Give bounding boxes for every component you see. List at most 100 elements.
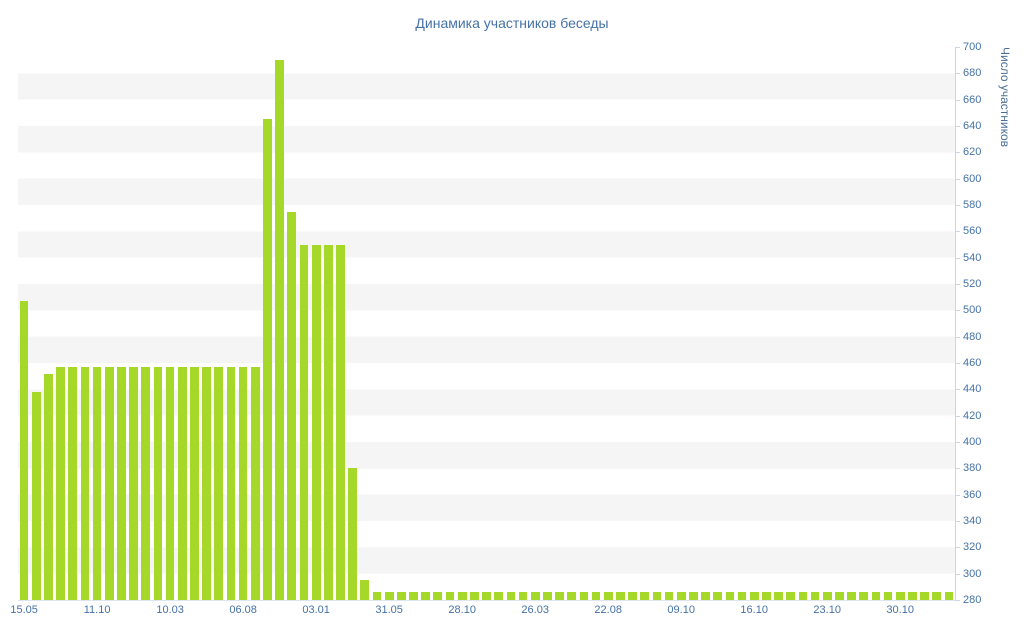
bar: [932, 592, 942, 600]
bar: [640, 592, 650, 600]
y-axis-tick: [955, 284, 960, 285]
bar: [31, 392, 41, 600]
bar: [202, 366, 211, 600]
bar: [177, 366, 187, 600]
y-axis-tick: [955, 600, 960, 601]
bar: [80, 366, 90, 600]
plot-area: [18, 47, 956, 601]
y-tick-label: 600: [963, 173, 982, 185]
bar: [238, 366, 248, 600]
bar: [579, 592, 589, 600]
y-axis-tick: [955, 258, 960, 259]
y-tick-label: 500: [963, 304, 982, 316]
y-tick-label: 640: [963, 120, 982, 132]
bar: [323, 244, 333, 600]
bar: [506, 592, 516, 600]
bar: [628, 592, 637, 600]
bar: [591, 592, 601, 600]
bar: [567, 592, 577, 600]
bar: [944, 592, 954, 600]
bar: [713, 592, 723, 600]
y-tick-label: 580: [963, 199, 982, 211]
y-tick-label: 420: [963, 410, 982, 422]
x-tick-label: 26.03: [521, 604, 549, 616]
bar: [920, 592, 929, 600]
y-axis-tick: [955, 363, 960, 364]
bar: [409, 592, 418, 600]
bar: [141, 366, 151, 600]
bar: [360, 580, 370, 600]
bar: [689, 592, 698, 600]
x-tick-label: 03.01: [302, 604, 330, 616]
bar: [603, 592, 613, 600]
y-axis-tick: [955, 152, 960, 153]
y-tick-label: 400: [963, 436, 982, 448]
bar: [798, 592, 808, 600]
bar: [835, 592, 844, 600]
x-tick-label: 31.05: [375, 604, 403, 616]
y-axis-tick: [955, 468, 960, 469]
y-axis-tick: [955, 100, 960, 101]
bar: [822, 592, 832, 600]
y-tick-label: 340: [963, 515, 982, 527]
bar: [348, 468, 358, 600]
bar: [129, 366, 138, 600]
bar: [616, 592, 625, 600]
bar: [543, 592, 552, 600]
y-axis-tick: [955, 126, 960, 127]
y-axis-tick: [955, 179, 960, 180]
bar: [810, 592, 820, 600]
x-tick-label: 22.08: [594, 604, 622, 616]
y-tick-label: 660: [963, 94, 982, 106]
bar: [518, 592, 528, 600]
y-axis-tick: [955, 337, 960, 338]
bar: [275, 60, 284, 600]
y-tick-label: 460: [963, 357, 982, 369]
bar: [908, 592, 917, 600]
bar: [287, 211, 297, 600]
bar: [530, 592, 540, 600]
y-axis-tick: [955, 205, 960, 206]
bar: [470, 592, 479, 600]
bar: [555, 592, 564, 600]
bar: [117, 366, 126, 600]
bar: [336, 244, 345, 600]
bar: [859, 592, 869, 600]
y-tick-label: 380: [963, 462, 982, 474]
y-tick-label: 520: [963, 278, 982, 290]
bar: [701, 592, 710, 600]
y-axis-tick: [955, 495, 960, 496]
bar: [725, 592, 735, 600]
bar: [883, 592, 893, 600]
x-tick-label: 11.10: [83, 604, 111, 616]
bar: [214, 366, 224, 600]
bar: [895, 592, 905, 600]
y-axis-tick: [955, 73, 960, 74]
bar: [226, 366, 236, 600]
x-tick-label: 28.10: [448, 604, 476, 616]
y-axis-title: Число участников: [998, 47, 1012, 148]
bar: [847, 592, 856, 600]
bar: [457, 592, 467, 600]
y-axis-tick: [955, 442, 960, 443]
bar: [494, 592, 504, 600]
bar: [871, 592, 881, 600]
y-tick-label: 620: [963, 146, 982, 158]
x-tick-label: 09.10: [667, 604, 695, 616]
y-tick-label: 280: [963, 594, 982, 606]
bar: [737, 592, 747, 600]
bar: [92, 366, 102, 600]
bar: [311, 244, 321, 600]
y-tick-label: 560: [963, 225, 982, 237]
bar: [190, 366, 199, 600]
bar: [652, 592, 662, 600]
y-tick-label: 440: [963, 383, 982, 395]
y-tick-label: 360: [963, 489, 982, 501]
x-tick-label: 23.10: [813, 604, 841, 616]
x-tick-label: 06.08: [229, 604, 257, 616]
y-axis-tick: [955, 310, 960, 311]
x-tick-label: 16.10: [740, 604, 768, 616]
bar: [676, 592, 686, 600]
bar: [445, 592, 455, 600]
bar: [384, 592, 394, 600]
